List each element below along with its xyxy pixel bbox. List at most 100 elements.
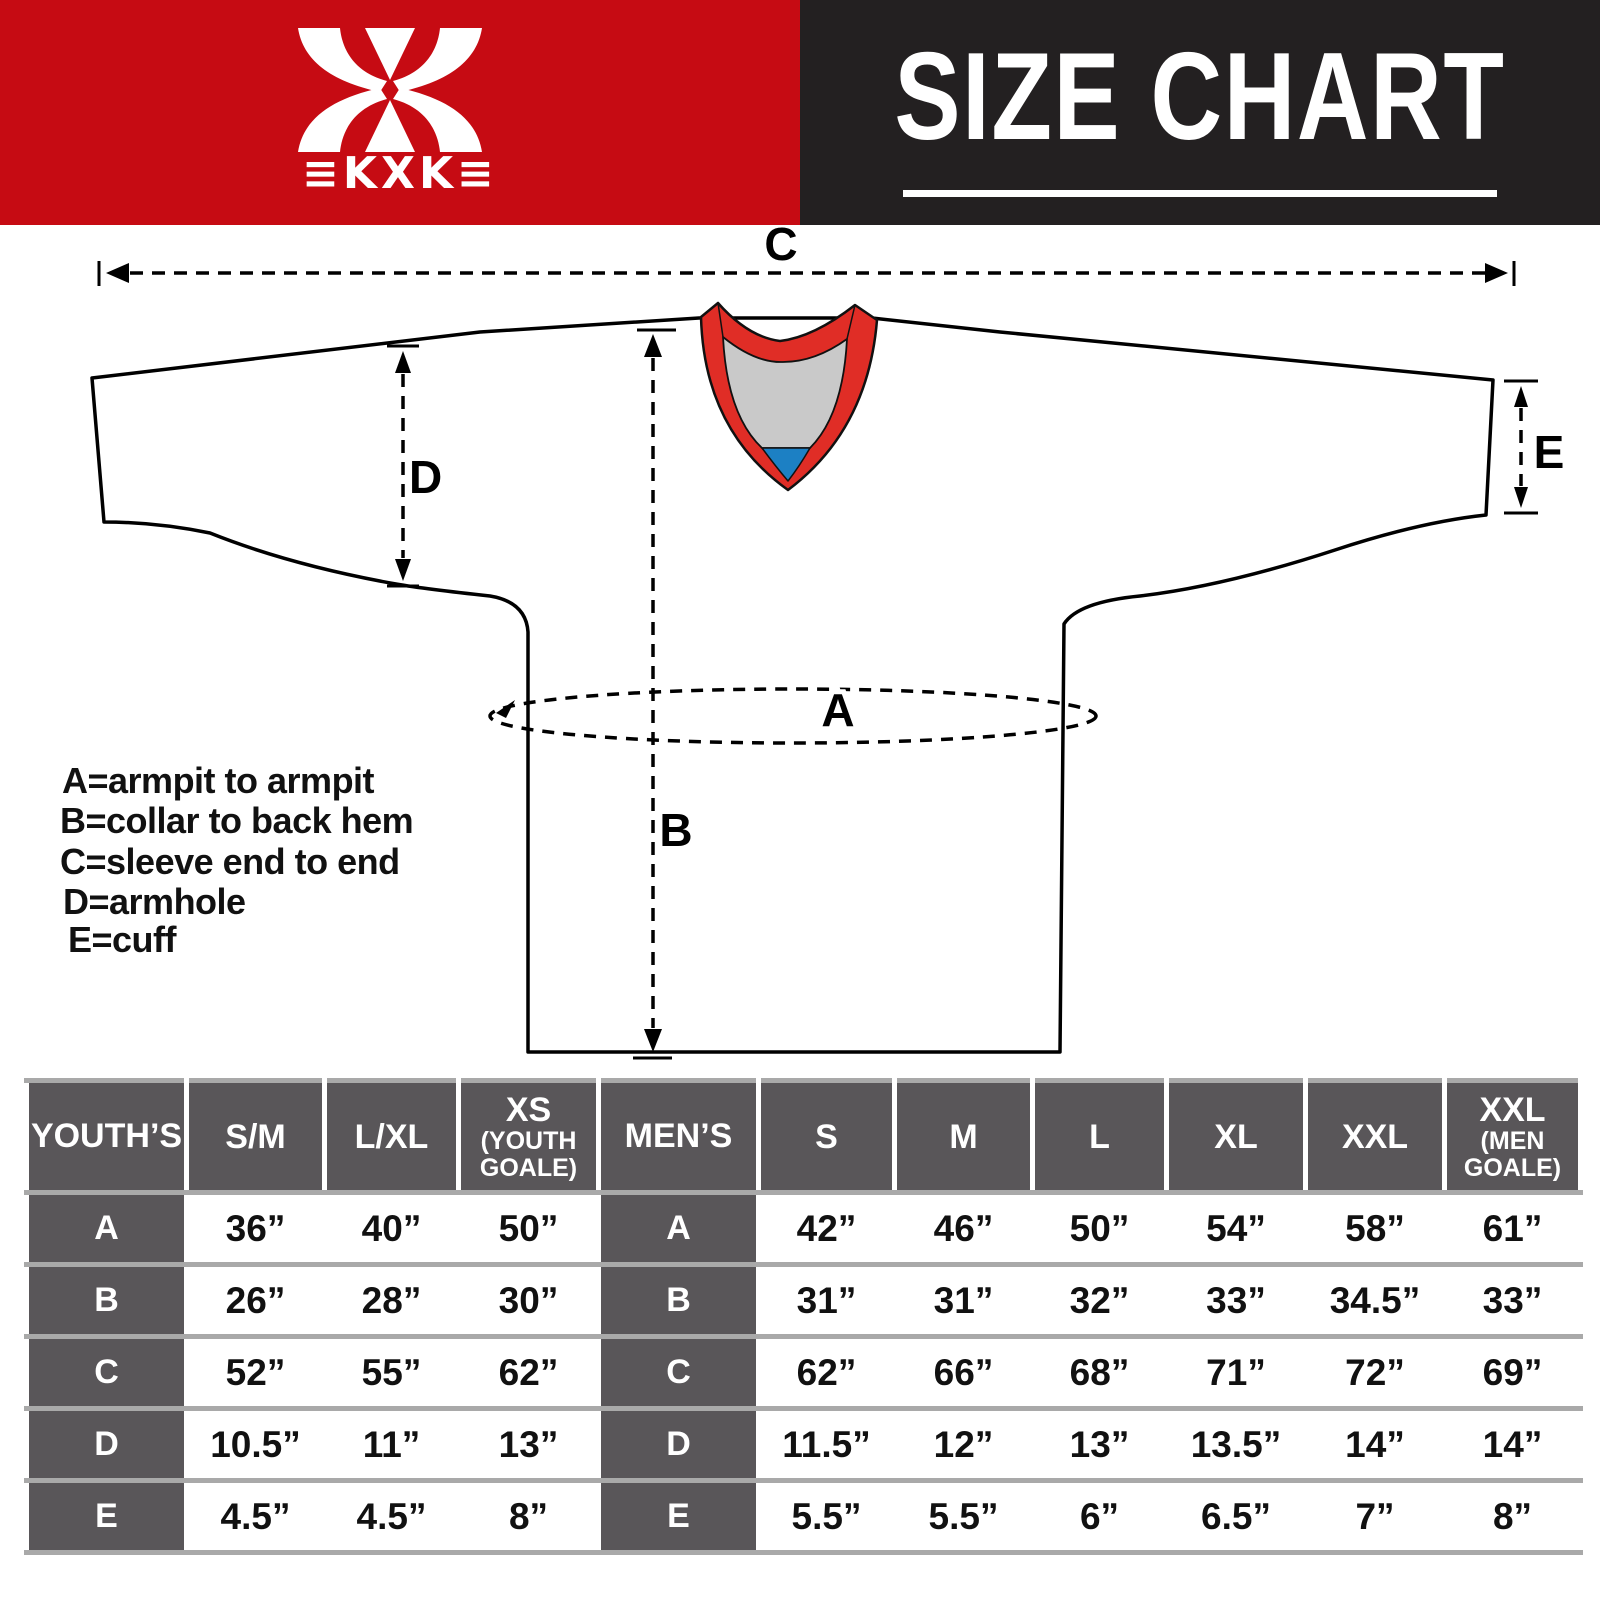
youth-size-header-0: S/M [184,1078,327,1195]
mens-value-d-0: 11.5” [756,1406,897,1483]
title-underline [903,190,1497,197]
table-header-row: YOUTH’S S/M L/XL XS (YOUTH GOALE) MEN’S S M L XL XX… [24,1078,1583,1195]
youth-value-a-2: 50” [456,1190,601,1267]
youth-row-label-d: D [24,1406,189,1483]
mens-value-e-0: 5.5” [756,1478,897,1555]
dimension-label-d: D [409,451,442,503]
youth-row-label-e: E [24,1478,189,1555]
mens-size-header-4: XXL [1303,1078,1447,1195]
table-row-e: E 4.5” 4.5” 8” E 5.5” 5.5” 6” 6.5” 7” 8” [24,1478,1583,1555]
legend-line-e: E=cuff [68,919,178,960]
dimension-label-a: A [821,684,854,736]
mens-value-d-3: 13.5” [1164,1406,1308,1483]
mens-size-header-5: XXL (MEN GOALE) [1442,1078,1583,1195]
youth-value-e-2: 8” [456,1478,601,1555]
mens-size-header-5-label: XXL [1479,1090,1546,1129]
mens-value-e-5: 8” [1442,1478,1583,1555]
youth-size-header-2-label: XS [505,1090,552,1129]
mens-value-c-2: 68” [1030,1334,1169,1411]
jersey-outline [90,316,1495,1054]
youth-value-a-0: 36” [184,1190,327,1267]
mens-row-label-e: E [596,1478,761,1555]
mens-value-b-3: 33” [1164,1262,1308,1339]
mens-value-c-3: 71” [1164,1334,1308,1411]
youth-size-header-1-label: L/XL [354,1117,429,1156]
youth-row-label-a: A [24,1190,189,1267]
youth-value-d-1: 11” [322,1406,461,1483]
title-panel: SIZE CHART [800,0,1600,225]
mens-size-header-3: XL [1164,1078,1308,1195]
mens-value-e-1: 5.5” [892,1478,1035,1555]
mens-value-a-0: 42” [756,1190,897,1267]
mens-value-a-1: 46” [892,1190,1035,1267]
mens-value-d-2: 13” [1030,1406,1169,1483]
youth-value-e-0: 4.5” [184,1478,327,1555]
mens-value-b-2: 32” [1030,1262,1169,1339]
legend-line-b: B=collar to back hem [60,800,413,841]
mens-value-e-3: 6.5” [1164,1478,1308,1555]
mens-size-header-0: S [756,1078,897,1195]
youth-row-label-b: B [24,1262,189,1339]
table-row-d: D 10.5” 11” 13” D 11.5” 12” 13” 13.5” 14” 14” [24,1406,1583,1483]
mens-size-header-4-label: XXL [1341,1117,1409,1156]
jersey-diagram: C B D E [60,225,1565,1060]
legend-line-c: C=sleeve end to end [60,841,400,882]
collar [699,301,879,492]
youth-value-e-1: 4.5” [322,1478,461,1555]
mens-size-header-5-sub-1: GOALE) [1463,1153,1562,1182]
collar-inner-gray [722,336,848,449]
mens-value-c-1: 66” [892,1334,1035,1411]
mens-value-a-3: 54” [1164,1190,1308,1267]
mens-value-c-4: 72” [1303,1334,1447,1411]
youth-value-b-0: 26” [184,1262,327,1339]
table-row-b: B 26” 28” 30” B 31” 31” 32” 33” 34.5” 33” [24,1262,1583,1339]
youth-size-header-2-sub-0: (YOUTH [480,1126,577,1155]
kxk-logo-icon [298,28,482,152]
header-band: ≡KXK≡ SIZE CHART [0,0,1600,225]
youth-value-c-1: 55” [322,1334,461,1411]
youth-size-header-1: L/XL [322,1078,461,1195]
mens-row-label-a: A [596,1190,761,1267]
dimension-e: E [1504,379,1565,515]
dimension-label-e: E [1534,426,1565,478]
mens-value-b-5: 33” [1442,1262,1583,1339]
mens-size-header-0-label: S [815,1117,838,1156]
mens-size-header-1: M [892,1078,1035,1195]
mens-row-label-c: C [596,1334,761,1411]
youth-size-header-0-label: S/M [225,1117,286,1156]
youth-value-b-1: 28” [322,1262,461,1339]
collar-fold-lines [717,302,856,340]
size-table: YOUTH’S S/M L/XL XS (YOUTH GOALE) MEN’S S M L XL XX… [24,1078,1583,1555]
page-title: SIZE CHART [894,28,1506,166]
table-header-youths: YOUTH’S [24,1078,189,1195]
mens-value-d-1: 12” [892,1406,1035,1483]
youth-value-c-0: 52” [184,1334,327,1411]
dimension-label-b: B [659,804,692,856]
dimension-c: C [97,225,1516,286]
table-row-a: A 36” 40” 50” A 42” 46” 50” 54” 58” 61” [24,1190,1583,1267]
mens-row-label-d: D [596,1406,761,1483]
legend-line-a: A=armpit to armpit [62,760,375,801]
mens-value-a-2: 50” [1030,1190,1169,1267]
mens-size-header-5-sub-0: (MEN [1480,1126,1545,1155]
mens-value-b-0: 31” [756,1262,897,1339]
youth-value-d-2: 13” [456,1406,601,1483]
mens-size-header-1-label: M [949,1117,978,1156]
dimension-a: A [488,679,1098,745]
youth-value-b-2: 30” [456,1262,601,1339]
youth-row-label-c: C [24,1334,189,1411]
mens-row-label-b: B [596,1262,761,1339]
youth-value-a-1: 40” [322,1190,461,1267]
mens-value-d-4: 14” [1303,1406,1447,1483]
dimension-d: D [387,344,442,588]
youth-size-header-2-sub-1: GOALE) [479,1153,578,1182]
kxk-logo-text: ≡KXK≡ [302,148,498,199]
mens-value-c-0: 62” [756,1334,897,1411]
table-header-mens: MEN’S [596,1078,761,1195]
mens-value-d-5: 14” [1442,1406,1583,1483]
collar-blue-vee [761,447,811,482]
dimension-label-c: C [764,225,797,270]
mens-value-b-4: 34.5” [1303,1262,1447,1339]
mens-value-c-5: 69” [1442,1334,1583,1411]
mens-value-b-1: 31” [892,1262,1035,1339]
